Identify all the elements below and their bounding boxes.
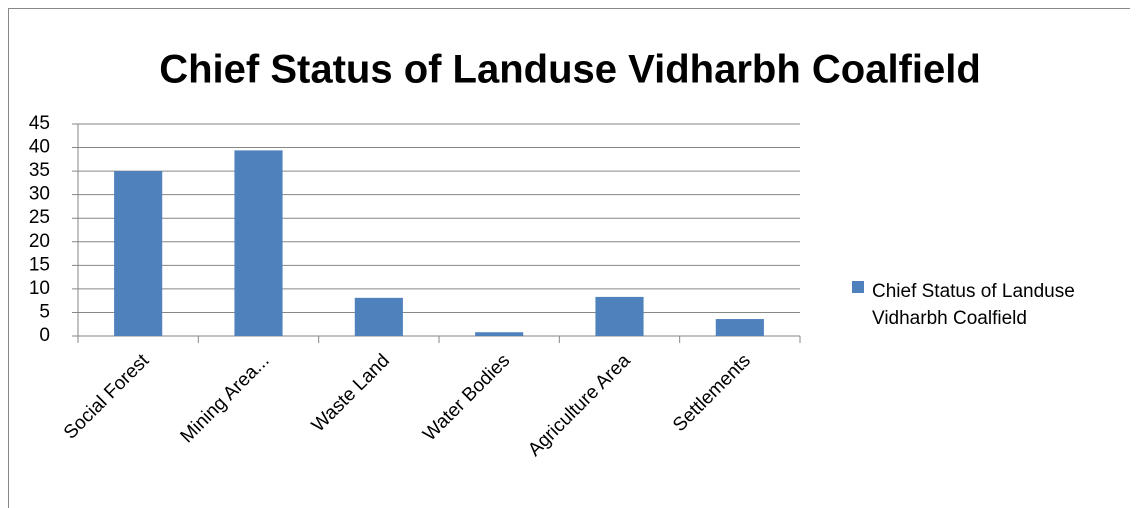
y-tick-label: 10 <box>29 278 50 299</box>
x-tick-label: Agriculture Area <box>524 350 635 461</box>
bar <box>234 150 283 336</box>
y-tick-label: 35 <box>29 160 50 181</box>
y-tick-label: 5 <box>39 301 50 322</box>
x-tick-label: Water Bodies <box>419 350 514 445</box>
y-tick-label: 15 <box>29 254 50 275</box>
x-tick-label: Settlements <box>669 350 755 436</box>
x-tick-label: Social Forest <box>60 350 154 444</box>
legend-label: Chief Status of Landuse Vidharbh Coalfie… <box>872 281 1075 329</box>
y-tick-label: 25 <box>29 207 50 228</box>
y-tick-label: 40 <box>29 137 50 158</box>
y-tick-label: 45 <box>29 113 50 134</box>
legend-swatch <box>852 281 864 293</box>
x-tick-label: Mining Area... <box>177 350 274 447</box>
y-tick-label: 20 <box>29 231 50 252</box>
x-tick-label: Waste Land <box>308 350 394 436</box>
bar <box>595 296 644 336</box>
chart-title: Chief Status of Landuse Vidharbh Coalfie… <box>159 48 981 92</box>
y-tick-label: 30 <box>29 184 50 205</box>
bar <box>475 332 524 336</box>
chart-border <box>8 8 1130 508</box>
y-tick-label: 0 <box>39 325 50 346</box>
bar <box>715 319 764 336</box>
bar <box>114 171 163 336</box>
bar <box>354 297 403 336</box>
